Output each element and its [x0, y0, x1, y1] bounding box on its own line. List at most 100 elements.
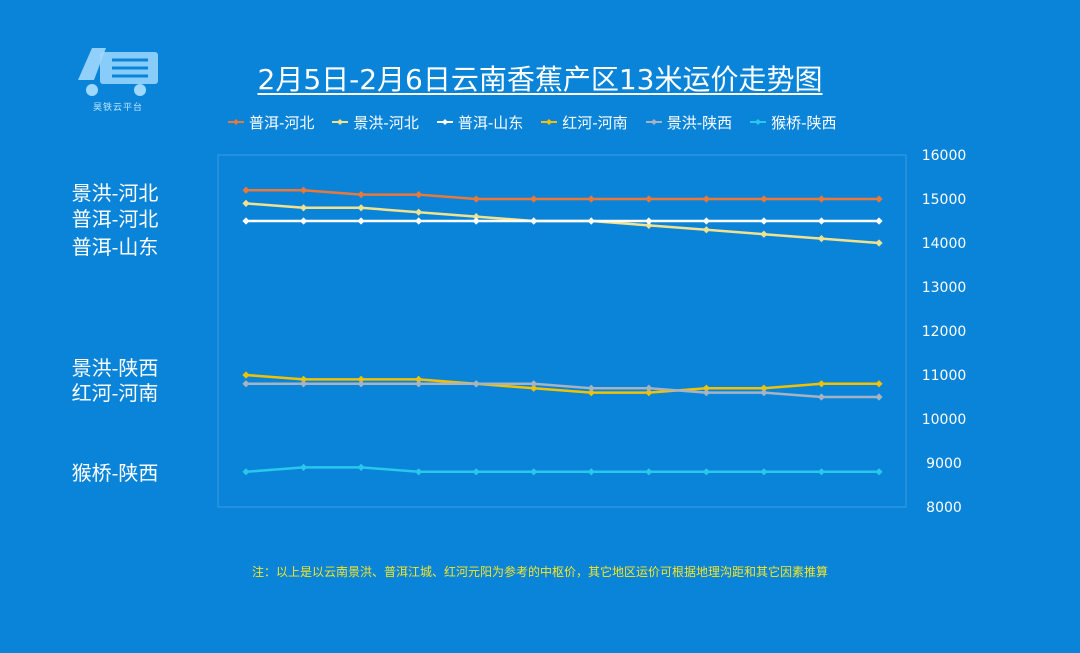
data-point: [472, 195, 480, 203]
y-tick-label: 9000: [926, 456, 962, 472]
legend-item: 普洱-河北: [228, 112, 314, 133]
legend-label: 景洪-河北: [353, 113, 419, 132]
data-point: [530, 380, 538, 388]
data-point: [472, 217, 480, 225]
legend-label: 普洱-山东: [457, 113, 524, 132]
legend-item: 普洱-山东: [436, 112, 524, 133]
data-point: [415, 191, 423, 199]
side-label-puer-shandong: 普洱-山东: [71, 235, 159, 259]
y-tick-label: 12000: [922, 324, 967, 340]
data-point: [645, 221, 653, 229]
legend-item: 猴桥-陕西: [750, 112, 837, 133]
data-point: [817, 195, 826, 203]
data-point: [760, 468, 768, 476]
side-label-jinghong-shaanxi: 景洪-陕西: [71, 356, 159, 380]
data-point: [587, 389, 595, 397]
data-point: [817, 217, 826, 225]
legend-label: 红河-河南: [562, 113, 628, 132]
data-point: [587, 195, 595, 203]
side-label-jinghong-hebei: 景洪-河北: [71, 181, 159, 205]
legend-label: 景洪-陕西: [666, 113, 733, 132]
data-point: [875, 393, 883, 401]
data-point: [702, 195, 710, 203]
data-point: [357, 380, 365, 388]
y-tick-label: 15000: [922, 192, 967, 208]
data-point: [645, 389, 653, 397]
side-label-houqiao-shaanxi: 猴桥-陕西: [71, 461, 159, 485]
data-point: [702, 468, 710, 476]
series-line-3: [245, 373, 879, 394]
legend-swatch-icon: [228, 119, 244, 125]
legend-swatch-icon: [541, 119, 558, 125]
data-point: [875, 195, 883, 203]
legend-swatch-icon: [436, 119, 453, 125]
data-point: [299, 375, 308, 383]
data-point: [242, 186, 250, 194]
legend-swatch-icon: [750, 119, 767, 125]
legend-label: 普洱-河北: [249, 113, 315, 132]
data-point: [415, 217, 423, 225]
data-point: [760, 384, 768, 392]
data-point: [645, 217, 653, 225]
data-point: [472, 468, 480, 476]
plot-area: [217, 154, 907, 508]
series-line-0: [246, 188, 879, 201]
data-point: [587, 217, 595, 225]
data-point: [530, 384, 538, 392]
y-tick-label: 8000: [926, 500, 962, 516]
legend-swatch-icon: [332, 119, 349, 125]
legend-item: 景洪-河北: [332, 112, 419, 133]
data-point: [875, 380, 883, 388]
side-label-honghe-henan: 红河-河南: [71, 381, 159, 405]
footnote: 注：以上是以云南景洪、普洱江城、红河元阳为参考的中枢价，其它地区运价可根据地理沟…: [251, 565, 828, 579]
data-point: [415, 208, 423, 216]
data-point: [242, 371, 250, 379]
data-point: [702, 384, 710, 392]
data-point: [760, 217, 768, 225]
data-point: [415, 380, 423, 388]
y-tick-label: 11000: [922, 368, 967, 384]
data-point: [242, 380, 250, 388]
data-point: [645, 384, 653, 392]
y-tick-label: 10000: [922, 412, 967, 428]
data-point: [299, 217, 308, 225]
chart-title: 2月5日-2月6日云南香蕉产区13米运价走势图: [257, 63, 823, 96]
logo-text: 昊铁云平台: [92, 103, 143, 113]
data-point: [817, 235, 826, 243]
series-line-5: [245, 466, 879, 474]
data-point: [242, 217, 250, 225]
data-point: [760, 195, 768, 203]
data-point: [530, 195, 538, 203]
y-tick-label: 13000: [922, 280, 967, 296]
legend-label: 猴桥-陕西: [771, 113, 837, 132]
truck-logo-icon: [78, 48, 158, 96]
legend-swatch-icon: [645, 119, 662, 125]
data-point: [242, 199, 250, 207]
data-point: [299, 463, 308, 471]
data-point: [299, 380, 308, 388]
data-point: [357, 217, 365, 225]
series-line-4: [246, 382, 879, 399]
data-point: [875, 217, 883, 225]
y-tick-label: 16000: [922, 148, 967, 164]
data-point: [415, 468, 423, 476]
data-point: [299, 204, 308, 212]
legend-item: 红河-河南: [541, 112, 628, 133]
chart-legend: 普洱-河北 景洪-河北 普洱-山东 红河-河南 景洪-陕西 猴桥-陕西: [228, 110, 928, 134]
data-point: [587, 468, 595, 476]
data-point: [817, 393, 826, 401]
data-point: [242, 468, 250, 476]
y-tick-label: 14000: [922, 236, 967, 252]
data-point: [760, 389, 768, 397]
data-point: [875, 239, 883, 247]
data-point: [357, 463, 365, 471]
data-point: [817, 380, 826, 388]
data-point: [587, 384, 595, 392]
data-point: [645, 468, 653, 476]
data-point: [645, 195, 653, 203]
data-point: [415, 375, 423, 383]
data-point: [530, 217, 538, 225]
data-point: [702, 217, 710, 225]
data-point: [472, 380, 480, 388]
